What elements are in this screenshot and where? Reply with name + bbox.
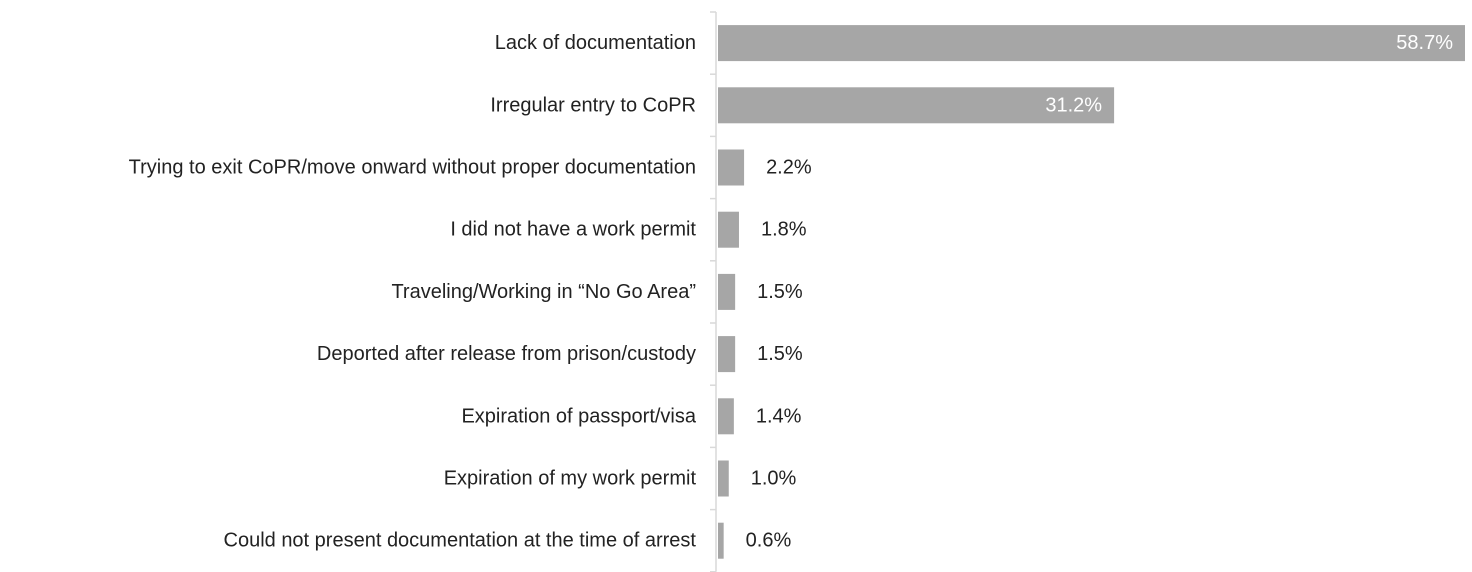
data-label: 1.8%	[761, 219, 807, 241]
category-labels-group: Lack of documentation Irregular entry to …	[129, 32, 697, 552]
data-label: 31.2%	[1045, 94, 1102, 116]
data-label: 1.0%	[751, 468, 797, 490]
bar	[718, 273, 736, 310]
bar	[718, 149, 745, 186]
category-label: Trying to exit CoPR/move onward without …	[129, 157, 696, 179]
data-label: 1.5%	[757, 281, 803, 303]
category-label: Lack of documentation	[495, 32, 696, 54]
category-label: Traveling/Working in “No Go Area”	[391, 281, 696, 303]
data-label: 58.7%	[1396, 32, 1453, 54]
bar	[718, 460, 729, 497]
bar	[718, 336, 736, 373]
category-label: I did not have a work permit	[450, 219, 696, 241]
bar	[718, 211, 739, 248]
category-label: Could not present documentation at the t…	[224, 530, 697, 552]
category-label: Expiration of passport/visa	[461, 405, 696, 427]
data-label: 0.6%	[746, 530, 792, 552]
bar	[718, 398, 734, 435]
bar	[718, 25, 1465, 62]
data-label: 2.2%	[766, 157, 812, 179]
bars-group	[718, 25, 1465, 559]
data-label: 1.4%	[756, 405, 802, 427]
category-label: Expiration of my work permit	[444, 468, 697, 490]
category-label: Deported after release from prison/custo…	[317, 343, 696, 365]
category-label: Irregular entry to CoPR	[490, 94, 696, 116]
category-axis	[710, 11, 717, 572]
data-label: 1.5%	[757, 343, 803, 365]
bar	[718, 522, 724, 559]
value-labels-group: 58.7% 31.2% 2.2% 1.8% 1.5% 1.5% 1.4% 1.0% 0.6%	[746, 32, 1454, 552]
bar	[718, 87, 1115, 124]
